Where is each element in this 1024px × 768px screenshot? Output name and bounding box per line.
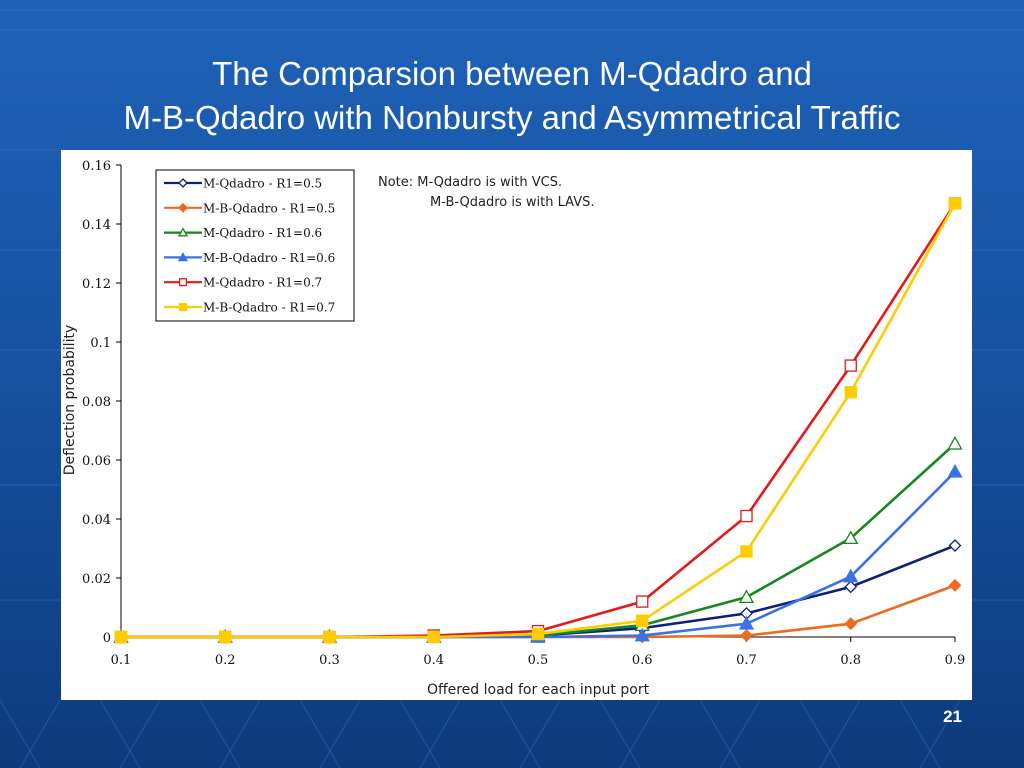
line-chart: 0 0.02 0.04 0.06 0.08 0.1 0.12 0.14 0.16 0.1 0.2 0.… [62,159,966,698]
data-point [843,530,859,545]
slide-title-line-1: The Comparsion between M-Qdadro and [212,55,812,92]
x-tick-label: 0.6 [632,653,653,668]
legend-label: M-Qdadro - R1=0.5 [203,177,322,191]
y-tick-label: 0.08 [82,395,111,410]
data-point [636,595,649,608]
series-4 [113,463,963,643]
data-point [114,630,128,644]
legend-marker [178,202,188,213]
data-point [740,509,753,523]
legend-item: M-B-Qdadro - R1=0.5 [164,201,335,215]
data-point [844,580,858,594]
legend-item: M-Qdadro - R1=0.6 [164,226,322,240]
data-point [948,539,962,552]
legend-marker [178,302,188,312]
slide-title: The Comparsion between M-Qdadro and M-B-… [0,52,1024,140]
y-tick-label: 0.16 [82,159,111,174]
legend-label: M-B-Qdadro - R1=0.7 [203,301,335,315]
data-point [947,435,963,450]
legend-marker [177,252,189,262]
data-point [844,385,857,399]
chart-legend: M-Qdadro - R1=0.5 M-B-Qdadro - R1=0.5 M-Qd… [155,169,355,322]
chart-annotation-line-2: M-B-Qdadro is with LAVS. [430,195,595,210]
data-point [844,617,858,631]
legend-marker [178,278,188,287]
data-point [844,359,857,372]
series-line [121,442,956,639]
x-tick-label: 0.5 [528,653,549,668]
x-tick-label: 0.8 [840,653,861,668]
legend-item: M-B-Qdadro - R1=0.6 [164,251,335,265]
data-point [531,627,545,641]
data-point [634,627,650,642]
y-tick-label: 0.12 [82,277,111,292]
series-3 [113,435,963,643]
legend-label: M-Qdadro - R1=0.7 [203,276,322,290]
slide-title-line-2: M-B-Qdadro with Nonbursty and Asymmetric… [123,99,901,136]
data-point [843,568,859,583]
data-point [738,589,755,604]
legend-item: M-Qdadro - R1=0.7 [164,276,322,290]
data-point [427,630,440,644]
legend-label: M-B-Qdadro - R1=0.6 [203,251,335,265]
x-tick-label: 0.3 [319,653,340,668]
data-point [219,630,232,644]
series-line [121,470,956,639]
data-point [740,545,753,558]
x-tick-label: 0.7 [736,653,757,668]
data-point [948,197,962,210]
x-axis-label: Offered load for each input port [427,682,650,698]
y-tick-label: 0.14 [82,218,111,233]
x-tick-label: 0.2 [215,653,236,668]
x-tick-label: 0.9 [945,653,966,668]
data-point [636,614,649,627]
legend-item: M-Qdadro - R1=0.5 [164,177,322,191]
x-tick-label: 0.4 [423,653,444,668]
series-6 [114,197,962,644]
chart-annotation-line-1: Note: M-Qdadro is with VCS. [378,175,562,190]
y-tick-label: 0.02 [82,572,111,587]
data-point [740,629,753,642]
series-line [121,544,956,639]
x-tick-label: 0.1 [111,653,132,668]
y-tick-label: 0.06 [82,454,111,469]
y-tick-label: 0.1 [90,336,111,351]
legend-label: M-B-Qdadro - R1=0.5 [203,201,335,215]
legend-item: M-B-Qdadro - R1=0.7 [164,301,335,315]
legend-marker [177,227,189,237]
legend-box [155,169,355,322]
y-axis-label: Deflection probability [62,325,78,476]
data-point [738,615,755,630]
chart-panel: 0 0.02 0.04 0.06 0.08 0.1 0.12 0.14 0.16 0.1 0.2 0.… [61,150,972,700]
y-tick-label: 0.04 [82,513,111,528]
y-tick-label: 0 [103,631,111,646]
page-number: 21 [943,707,962,726]
chart-series [113,197,963,644]
data-point [947,463,963,478]
data-point [948,578,962,592]
legend-label: M-Qdadro - R1=0.6 [203,226,322,240]
data-point [323,630,336,644]
legend-marker [178,178,188,188]
